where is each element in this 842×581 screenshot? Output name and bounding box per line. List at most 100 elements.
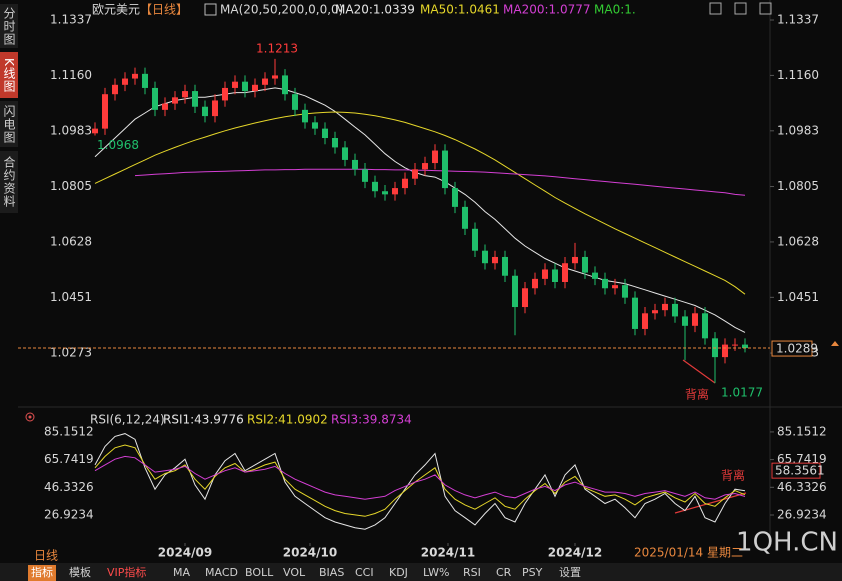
candle-body: [262, 78, 268, 85]
toolbar-tab[interactable]: BIAS: [319, 566, 345, 579]
candle-body: [382, 191, 388, 195]
candle-body: [402, 178, 408, 189]
y-tick-label: 1.1337: [777, 13, 819, 27]
candle-body: [702, 313, 708, 339]
candle-body: [232, 81, 238, 88]
candle-body: [102, 94, 108, 129]
rsi-title: RSI(6,12,24): [90, 413, 165, 427]
toolbar-tab[interactable]: LW%: [423, 566, 450, 579]
legend-entry: MA200:1.0777: [503, 3, 591, 17]
y-tick-label: 1.0805: [50, 179, 92, 193]
side-tab[interactable]: K线图: [0, 52, 18, 98]
candle-body: [332, 138, 338, 148]
y-tick-label: 1.1160: [50, 68, 92, 82]
candle-body: [462, 206, 468, 229]
candle-body: [92, 128, 98, 134]
y-tick-label: 1.0273: [50, 346, 92, 360]
tool-icon[interactable]: [734, 2, 747, 15]
toolbar-tab[interactable]: BOLL: [245, 566, 274, 579]
toolbar-tab[interactable]: CCI: [355, 566, 374, 579]
y-tick-label: 1.1160: [777, 68, 819, 82]
y-tick-label: 26.9234: [44, 507, 94, 521]
x-tick-label: 2024/12: [548, 546, 602, 560]
toolbar-tab[interactable]: PSY: [522, 566, 543, 579]
candle-body: [692, 313, 698, 326]
ma-line: [94, 87, 746, 333]
candle-body: [722, 344, 728, 358]
candle-body: [432, 150, 438, 164]
divergence-label: 背离: [685, 387, 709, 402]
y-tick-label: 46.3326: [44, 480, 94, 494]
candle-body: [652, 310, 658, 314]
y-tick-label: 1.0451: [50, 290, 92, 304]
settings-icon[interactable]: [204, 3, 217, 16]
toolbar-tab[interactable]: KDJ: [389, 566, 408, 579]
candle-body: [172, 97, 178, 104]
rsi-line: [94, 455, 746, 500]
y-tick-label: 65.7419: [777, 452, 827, 466]
cursor-date-box: [616, 545, 728, 560]
candle-body: [742, 344, 748, 349]
panel-icon[interactable]: [25, 412, 35, 422]
legend-entry: RSI2:41.0902: [247, 413, 328, 427]
panel-icon-dot: [28, 415, 32, 419]
candle-body: [662, 303, 668, 311]
candle-body: [512, 275, 518, 308]
candle-body: [362, 169, 368, 182]
toolbar-tab[interactable]: MA: [173, 566, 191, 579]
low-label: 1.0968: [97, 138, 139, 152]
toolbar-tab[interactable]: CR: [496, 566, 512, 579]
toolbar-tab[interactable]: VOL: [283, 566, 306, 579]
x-tick-label: 2024/10: [283, 546, 337, 560]
side-tab[interactable]: 闪电图: [0, 101, 18, 147]
candle-body: [422, 163, 428, 170]
candle-body: [152, 87, 158, 110]
legend-entry: RSI1:43.9776: [163, 413, 244, 427]
side-tab[interactable]: 分时图: [0, 4, 18, 48]
candle-body: [632, 297, 638, 329]
candle-body: [602, 278, 608, 289]
candle-body: [442, 150, 448, 189]
y-tick-label: 65.7419: [44, 452, 94, 466]
candle-body: [412, 169, 418, 179]
y-tick-label: 1.0805: [777, 179, 819, 193]
candle-body: [532, 278, 538, 289]
tool-icon[interactable]: [709, 2, 722, 15]
candle-body: [222, 87, 228, 101]
side-tab[interactable]: 合约资料: [0, 151, 18, 213]
toolbar-tab[interactable]: MACD: [205, 566, 238, 579]
candle-body: [292, 94, 298, 110]
candle-body: [552, 269, 558, 282]
candle-body: [582, 256, 588, 273]
candle-body: [372, 181, 378, 192]
legend-entry: MA0:1.: [594, 3, 636, 17]
candle-body: [592, 272, 598, 279]
candle-body: [562, 263, 568, 282]
y-tick-label: 1.1337: [50, 13, 92, 27]
toolbar-tab[interactable]: RSI: [463, 566, 481, 579]
high-label: 1.1213: [256, 41, 298, 55]
toolbar-tab[interactable]: 指标: [28, 565, 56, 581]
toolbar-tab[interactable]: VIP指标: [107, 566, 147, 579]
candle-body: [142, 73, 148, 88]
candle-body: [472, 228, 478, 251]
y-tick-label: 85.1512: [777, 424, 827, 438]
cursor-date: 2025/01/14 星期二: [634, 546, 743, 560]
x-tick-label: 2024/11: [421, 546, 475, 560]
low-label: 1.0177: [721, 386, 763, 400]
tool-icon[interactable]: [759, 2, 772, 15]
rsi-line: [94, 433, 746, 530]
candle-body: [252, 84, 258, 92]
period-label: 日线: [34, 549, 58, 563]
candle-body: [452, 188, 458, 207]
legend-entry: RSI3:39.8734: [331, 413, 412, 427]
candle-body: [302, 109, 308, 123]
candle-body: [682, 316, 688, 326]
symbol: 欧元美元: [92, 3, 140, 17]
toolbar-tab[interactable]: 模板: [69, 566, 91, 579]
divergence-line: [682, 359, 716, 384]
y-tick-label: 1.0628: [50, 234, 92, 248]
divergence-line: [674, 492, 747, 514]
candle-body: [242, 81, 248, 92]
toolbar-tab[interactable]: 设置: [559, 566, 581, 579]
